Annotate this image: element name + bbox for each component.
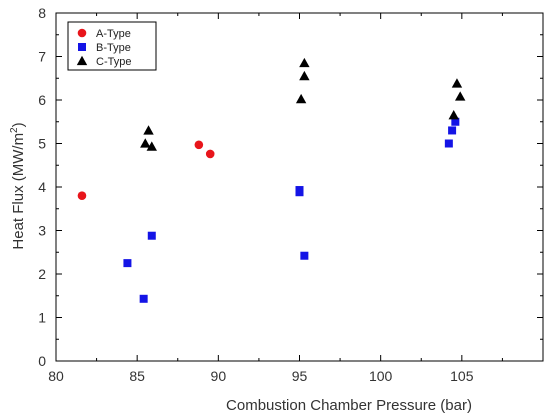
y-tick-label: 2 <box>38 266 46 282</box>
legend-label-c-type: C-Type <box>96 56 131 68</box>
y-tick-label: 7 <box>38 49 46 65</box>
data-point-c-type <box>146 141 157 151</box>
data-point-b-type <box>139 294 148 303</box>
y-axis-title-close: ) <box>10 122 27 127</box>
data-point-b-type <box>300 251 309 260</box>
x-tick-label: 90 <box>211 368 227 384</box>
x-tick-label: 85 <box>129 368 145 384</box>
legend: A-Type B-Type C-Type <box>67 21 157 71</box>
legend-marker-c-type <box>76 55 88 66</box>
x-tick-label: 80 <box>48 368 64 384</box>
data-points <box>77 57 466 303</box>
data-point-c-type <box>299 57 310 68</box>
data-point-c-type <box>299 70 310 81</box>
data-point-a-type <box>77 191 87 200</box>
axis-ticks: 80 85 90 95 100 105 0 1 2 3 4 5 6 7 8 <box>38 5 543 384</box>
x-tick-label: 95 <box>292 368 308 384</box>
y-tick-label: 6 <box>38 92 46 108</box>
y-axis-title-superscript: 2 <box>9 127 20 133</box>
x-tick-label: 100 <box>369 368 393 384</box>
data-point-b-type <box>448 126 457 135</box>
data-point-b-type <box>451 117 460 126</box>
data-point-b-type <box>295 188 304 197</box>
data-point-c-type <box>455 91 466 101</box>
legend-marker-a-type <box>77 28 87 38</box>
y-tick-label: 1 <box>38 310 46 326</box>
data-point-c-type <box>448 110 459 120</box>
y-axis-title-main: Heat Flux (MW/m <box>10 133 27 250</box>
data-point-c-type <box>140 138 151 148</box>
data-point-c-type <box>295 93 307 104</box>
data-point-a-type <box>194 140 204 150</box>
legend-marker-b-type <box>78 43 86 51</box>
y-tick-label: 5 <box>38 136 46 152</box>
legend-label-b-type: B-Type <box>96 42 131 54</box>
y-axis-title: Heat Flux (MW/m2) <box>9 122 27 249</box>
y-tick-label: 8 <box>38 5 46 21</box>
data-point-a-type <box>205 149 215 159</box>
y-tick-label: 0 <box>38 353 46 369</box>
y-tick-label: 4 <box>38 179 46 195</box>
data-point-b-type <box>444 139 453 148</box>
y-tick-label: 3 <box>38 223 46 239</box>
x-tick-label: 105 <box>450 368 474 384</box>
x-axis-title: Combustion Chamber Pressure (bar) <box>226 397 472 414</box>
data-point-b-type <box>123 259 132 268</box>
data-point-b-type <box>147 231 156 240</box>
legend-label-a-type: A-Type <box>96 28 131 40</box>
data-point-c-type <box>143 125 154 135</box>
data-point-c-type <box>451 78 463 88</box>
